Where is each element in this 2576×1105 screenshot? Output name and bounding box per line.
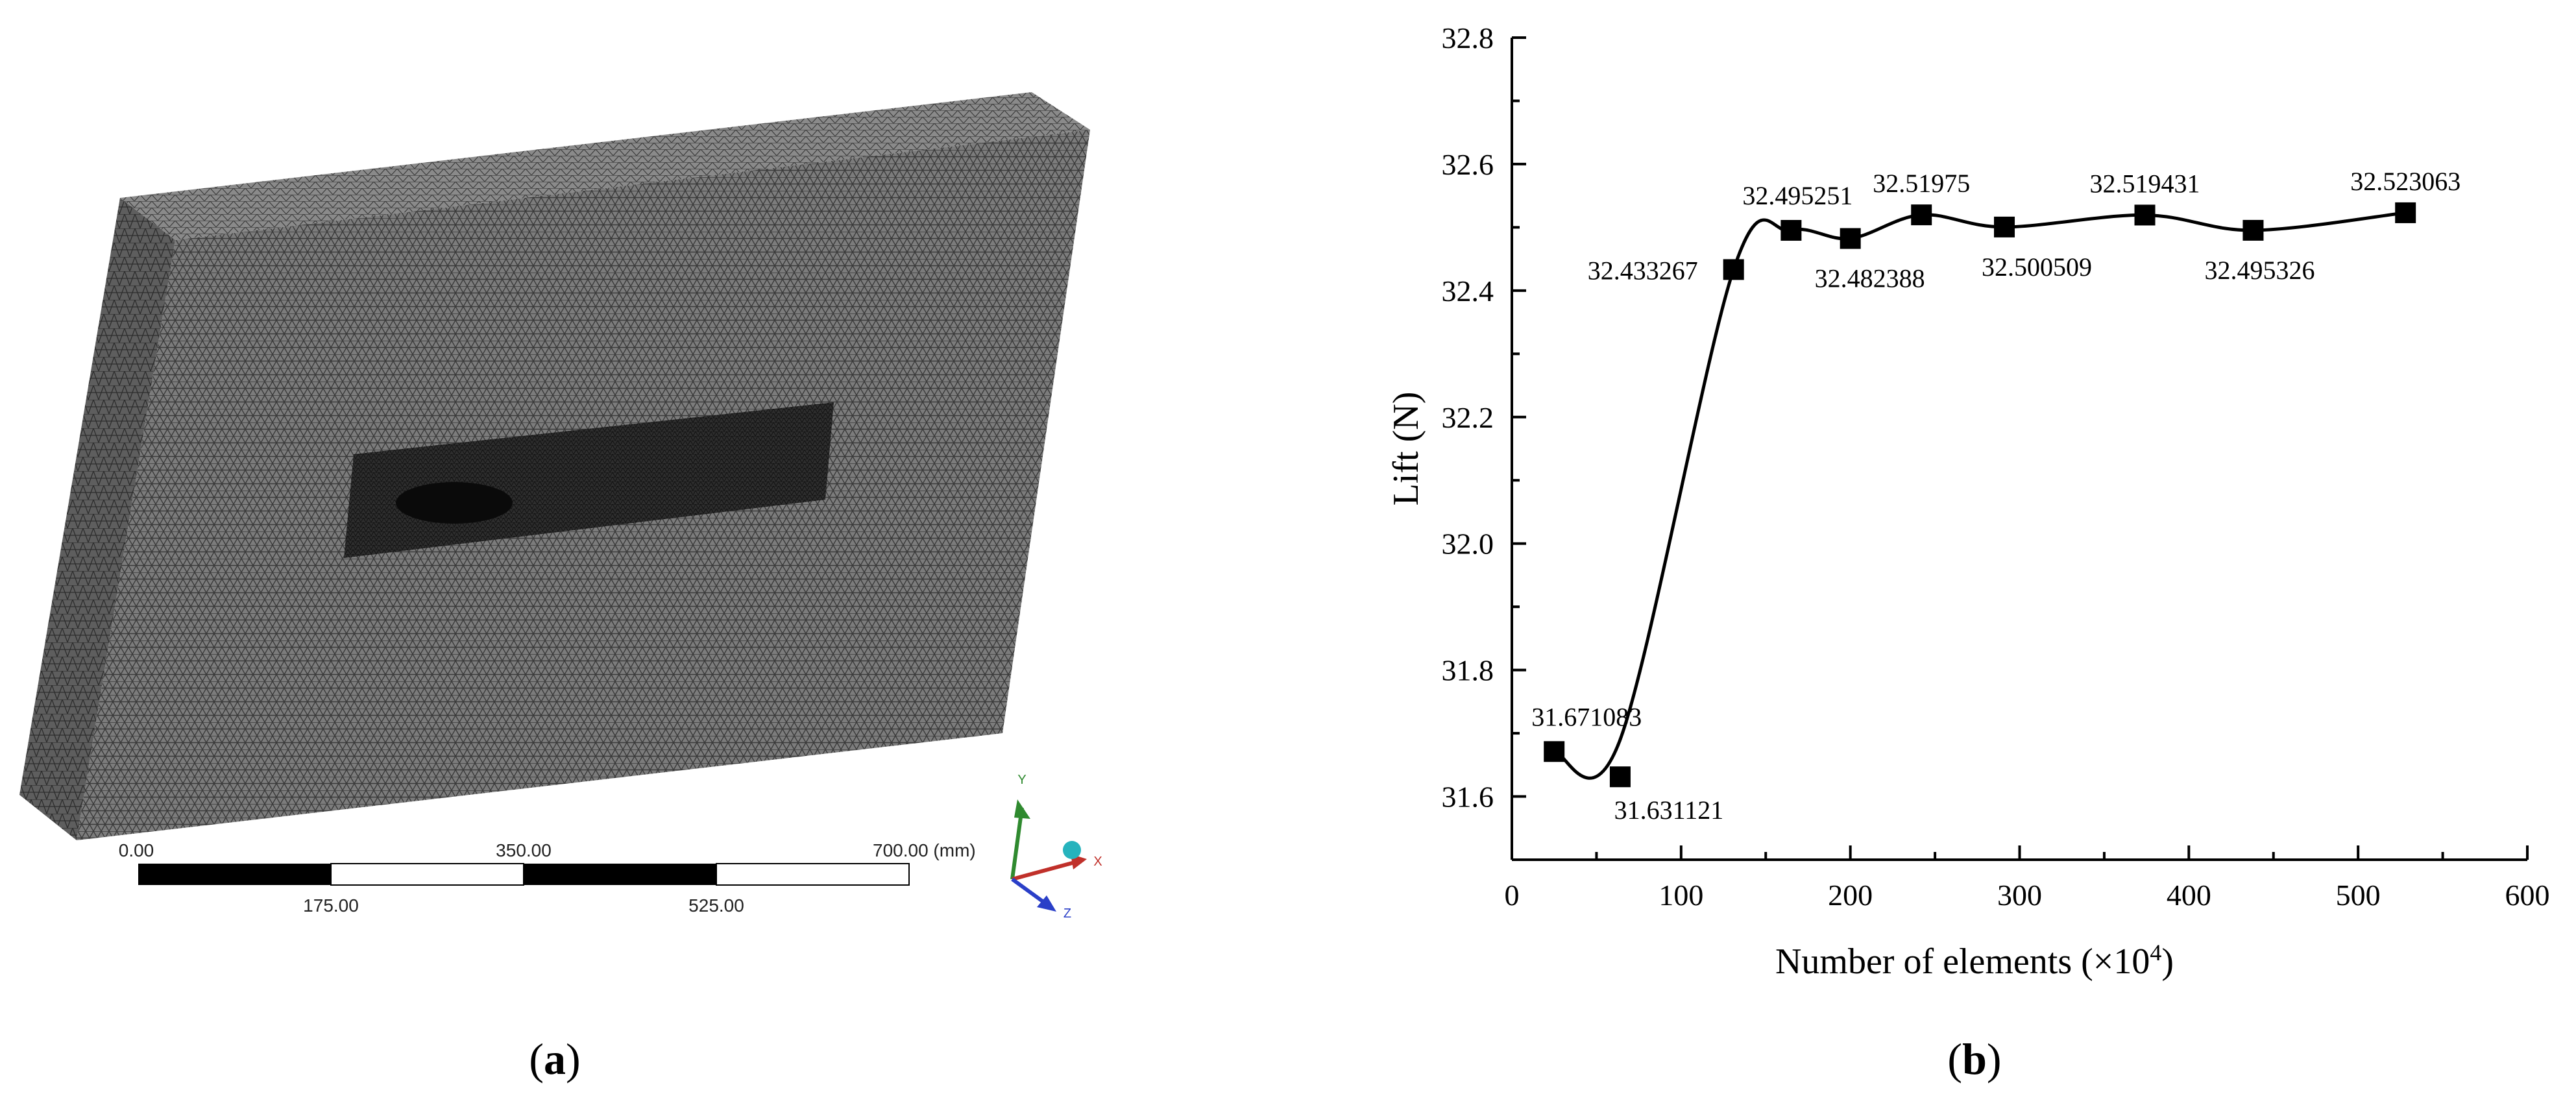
data-point-marker xyxy=(1544,741,1565,762)
mesh-block-side-face xyxy=(19,198,175,840)
panel-label-a: (a) xyxy=(529,1034,580,1084)
mesh-body-region xyxy=(396,482,513,524)
data-point-marker xyxy=(2134,204,2156,226)
panel-label-b-letter: b xyxy=(1962,1034,1987,1084)
scale-bar: 0.00 350.00 700.00 (mm) 175.00 525.00 xyxy=(119,840,976,916)
mesh-block-top-face xyxy=(120,92,1090,240)
data-label: 31.631121 xyxy=(1614,795,1724,825)
data-label: 32.482388 xyxy=(1815,264,1925,293)
series-curve xyxy=(1553,211,2406,780)
y-axis-label: Lift (N) xyxy=(1386,392,1426,506)
scale-bar-segment-2 xyxy=(330,863,524,886)
triad-z-axis xyxy=(1011,877,1049,907)
scale-label-525: 525.00 xyxy=(688,895,744,916)
x-axis-label-superscript: 4 xyxy=(2150,940,2161,965)
triad-y-label: Y xyxy=(1017,773,1026,787)
data-label: 32.519431 xyxy=(2090,169,2200,198)
data-point-marker xyxy=(1723,259,1744,280)
scale-bar-segment-1 xyxy=(138,864,331,885)
data-label: 32.495251 xyxy=(1742,181,1853,210)
data-point-marker xyxy=(2395,202,2416,223)
y-tick-label: 32.4 xyxy=(1442,274,1494,308)
x-tick-label: 600 xyxy=(2505,879,2550,912)
triad-y-axis xyxy=(1010,807,1024,880)
chart-axes xyxy=(1511,38,2527,861)
scale-bar-segment-4 xyxy=(716,863,910,886)
y-tick-label: 31.8 xyxy=(1442,654,1494,687)
triad-z-label: Z xyxy=(1063,906,1071,921)
data-label: 32.523063 xyxy=(2350,167,2461,196)
panel-label-b-open: ( xyxy=(1947,1034,1962,1084)
panel-label-b: (b) xyxy=(1947,1034,2001,1084)
data-label-group: 31.671083 31.631121 32.433267 32.495251 32.4… xyxy=(1531,167,2461,825)
x-tick-label: 400 xyxy=(2167,879,2211,912)
x-tick-group: 0 100 200 300 400 500 600 xyxy=(1505,845,2550,912)
svg-text:(a): (a) xyxy=(529,1034,580,1084)
x-axis-label: Number of elements (×104) xyxy=(1775,940,2174,982)
data-label: 32.51975 xyxy=(1873,169,1970,198)
data-label: 31.671083 xyxy=(1531,702,1642,731)
panel-label-b-close: ) xyxy=(1987,1034,2002,1084)
y-tick-label: 31.6 xyxy=(1442,781,1494,814)
scale-label-350: 350.00 xyxy=(496,840,552,860)
x-tick-label: 300 xyxy=(1997,879,2042,912)
data-label: 32.433267 xyxy=(1588,256,1698,285)
y-tick-label: 32.0 xyxy=(1442,528,1494,561)
triad-origin-ball xyxy=(1063,841,1081,859)
scale-label-700: 700.00 (mm) xyxy=(873,840,976,860)
triad-x-axis xyxy=(1012,860,1078,881)
triad-x-label: X xyxy=(1093,855,1102,869)
lift-chart: 0 100 200 300 400 500 600 31.6 31.8 32.0 32.2 32.4… xyxy=(1386,21,2550,1084)
panel-label-a-open: ( xyxy=(529,1034,544,1084)
data-point-marker xyxy=(2242,219,2264,241)
triad-y-arrow xyxy=(1014,799,1030,819)
scale-bar-segment-3 xyxy=(524,864,716,885)
x-tick-label: 100 xyxy=(1659,879,1703,912)
data-label: 32.495326 xyxy=(2204,256,2315,285)
x-tick-label: 200 xyxy=(1828,879,1873,912)
scale-label-175: 175.00 xyxy=(303,895,359,916)
svg-text:(b): (b) xyxy=(1947,1034,2001,1084)
y-tick-group: 31.6 31.8 32.0 32.2 32.4 32.6 32.8 xyxy=(1442,21,1526,861)
panel-label-a-letter: a xyxy=(544,1034,566,1084)
data-point-marker xyxy=(1911,204,1932,226)
data-point-marker xyxy=(1840,228,1861,249)
data-point-group xyxy=(1544,202,2416,788)
data-point-marker xyxy=(1994,216,2015,237)
data-point-marker xyxy=(1609,766,1631,788)
x-tick-label: 0 xyxy=(1505,879,1520,912)
y-tick-label: 32.6 xyxy=(1442,148,1494,181)
x-axis-label-close: ) xyxy=(2161,941,2174,982)
data-point-marker xyxy=(1780,220,1802,241)
data-label: 32.500509 xyxy=(1982,252,2092,282)
axis-triad: Y X Z xyxy=(1010,773,1102,921)
scale-label-0: 0.00 xyxy=(119,840,154,860)
mesh-panel: 0.00 350.00 700.00 (mm) 175.00 525.00 Y … xyxy=(19,92,1102,1084)
x-tick-label: 500 xyxy=(2336,879,2381,912)
panel-label-a-close: ) xyxy=(566,1034,581,1084)
y-tick-label: 32.2 xyxy=(1442,401,1494,434)
y-tick-label: 32.8 xyxy=(1442,21,1494,55)
x-axis-label-main: Number of elements (×10 xyxy=(1775,941,2150,982)
triad-z-arrow xyxy=(1037,895,1056,912)
